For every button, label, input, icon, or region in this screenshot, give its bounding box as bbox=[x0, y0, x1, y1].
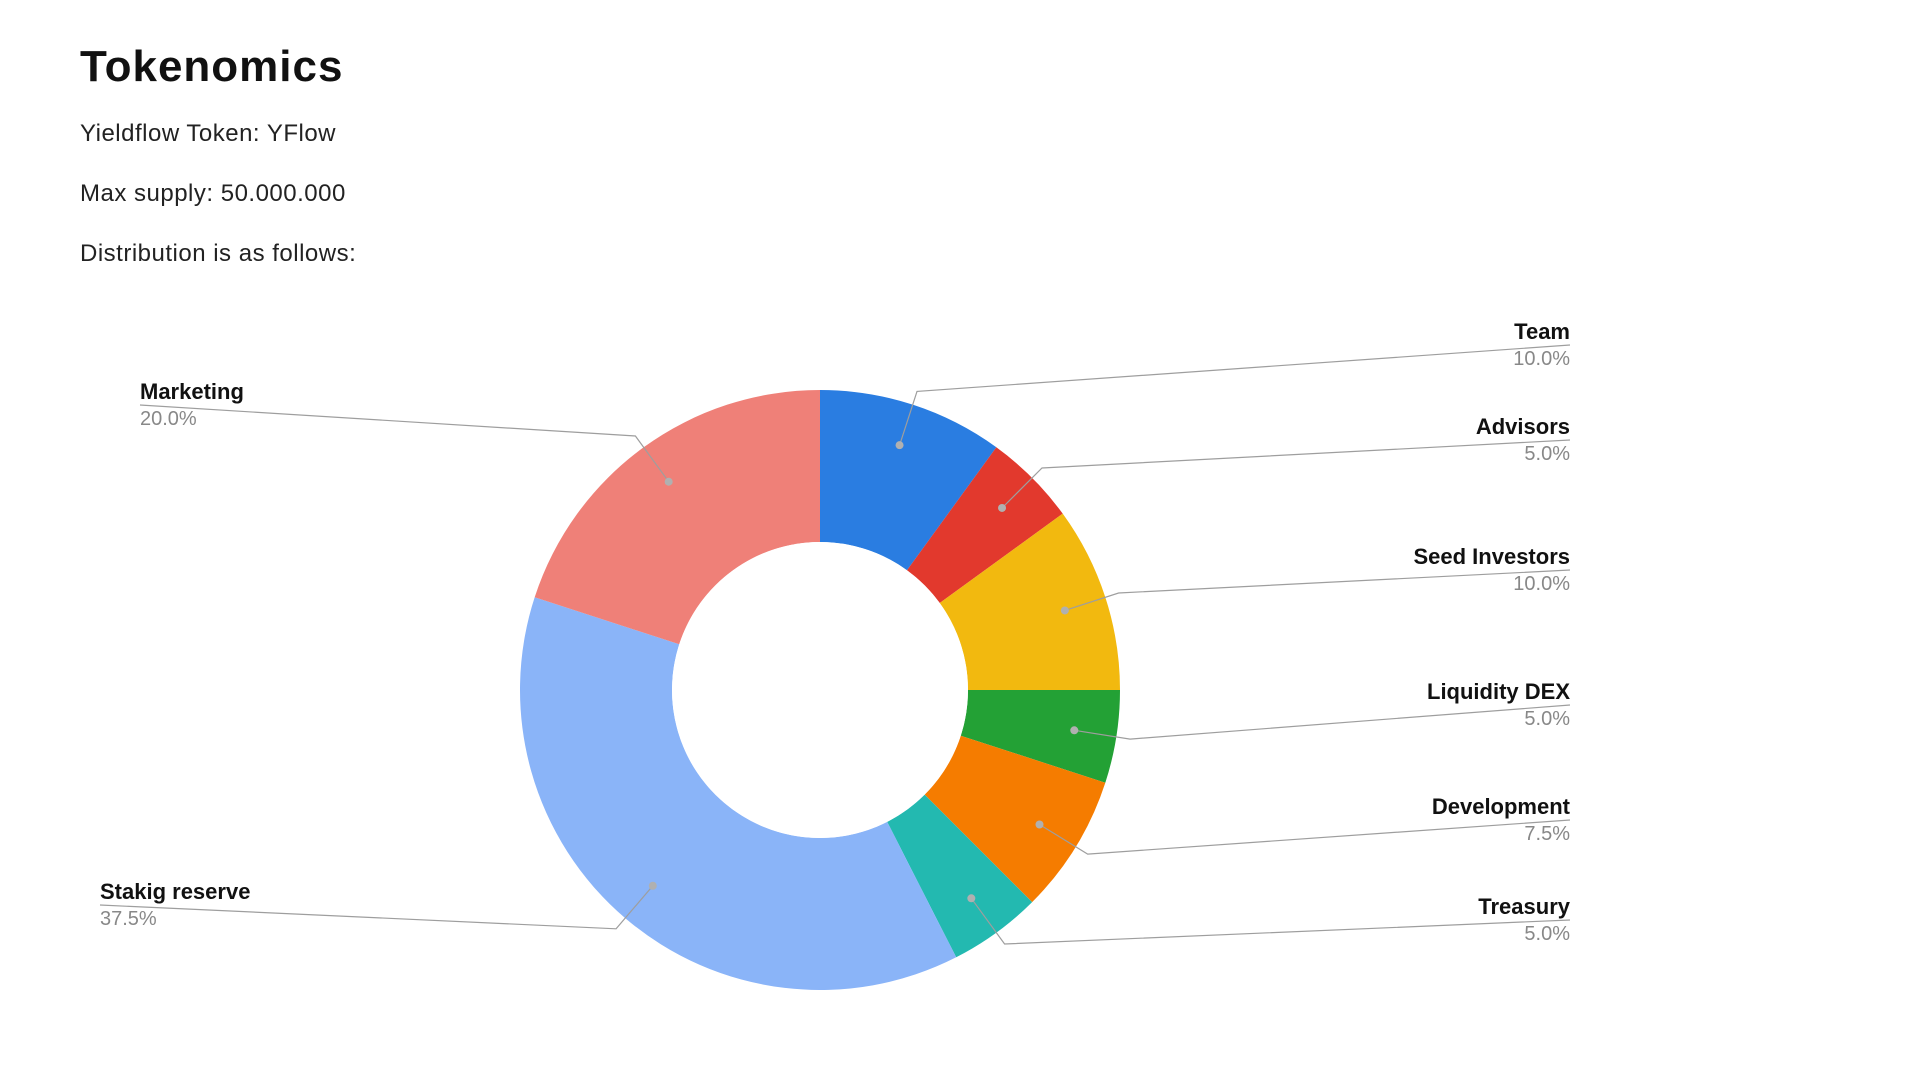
donut-hole bbox=[672, 542, 968, 838]
leader-dot bbox=[1070, 726, 1078, 734]
slice-label-name: Team bbox=[1514, 319, 1570, 344]
slice-label-name: Seed Investors bbox=[1413, 544, 1570, 569]
supply-line: Max supply: 50.000.000 bbox=[80, 180, 346, 208]
leader-line bbox=[1065, 570, 1570, 610]
slice-label-name: Stakig reserve bbox=[100, 879, 250, 904]
slice-label-name: Marketing bbox=[140, 379, 244, 404]
slice-label-value: 5.0% bbox=[1524, 443, 1570, 465]
leader-line bbox=[900, 345, 1570, 445]
slice-label-name: Treasury bbox=[1478, 894, 1570, 919]
slice-label-name: Advisors bbox=[1476, 414, 1570, 439]
slice-label-name: Development bbox=[1432, 794, 1571, 819]
tokenomics-donut-chart: Team 10.0% Advisors 5.0% Seed Investors 10.0%… bbox=[0, 290, 1920, 1070]
leader-line bbox=[1002, 440, 1570, 508]
slice-label-value: 5.0% bbox=[1524, 708, 1570, 730]
page-title: Tokenomics bbox=[80, 42, 343, 92]
leader-line bbox=[140, 405, 669, 482]
slice-label-value: 20.0% bbox=[140, 408, 197, 430]
slice-label-value: 37.5% bbox=[100, 908, 157, 930]
leader-dot bbox=[649, 882, 657, 890]
leader-dot bbox=[998, 504, 1006, 512]
slice-label-value: 5.0% bbox=[1524, 923, 1570, 945]
distribution-line: Distribution is as follows: bbox=[80, 240, 356, 268]
slice-label-value: 10.0% bbox=[1513, 348, 1570, 370]
token-line: Yieldflow Token: YFlow bbox=[80, 120, 336, 148]
leader-dot bbox=[967, 894, 975, 902]
leader-dot bbox=[1061, 606, 1069, 614]
leader-line bbox=[1074, 705, 1570, 739]
slice-label-value: 10.0% bbox=[1513, 573, 1570, 595]
slice-label-name: Liquidity DEX bbox=[1427, 679, 1570, 704]
page: Tokenomics Yieldflow Token: YFlow Max su… bbox=[0, 0, 1920, 1080]
leader-dot bbox=[896, 441, 904, 449]
leader-dot bbox=[665, 478, 673, 486]
slice-label-value: 7.5% bbox=[1524, 823, 1570, 845]
leader-line bbox=[1040, 820, 1571, 854]
leader-dot bbox=[1036, 821, 1044, 829]
